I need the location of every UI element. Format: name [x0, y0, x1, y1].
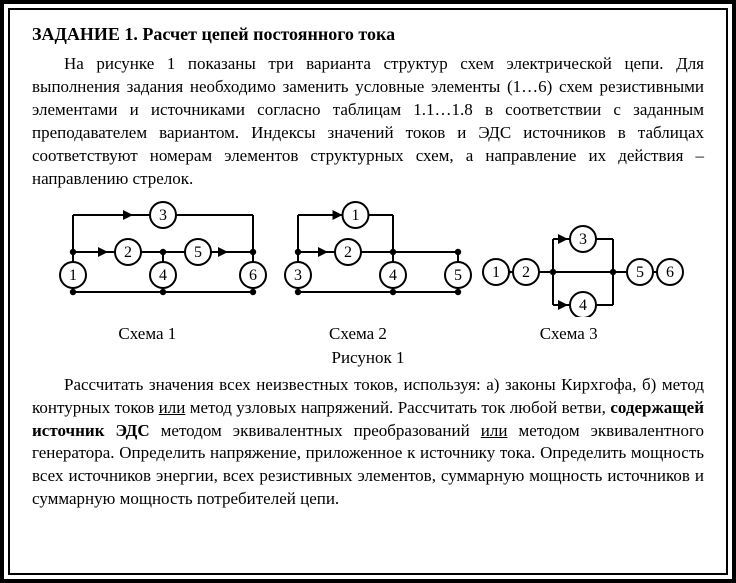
svg-text:1: 1	[492, 264, 500, 281]
svg-text:5: 5	[454, 267, 462, 284]
scheme-labels-row: Схема 1 Схема 2 Схема 3	[32, 324, 704, 344]
scheme-label-1: Схема 1	[118, 324, 176, 344]
underline-or-1: или	[159, 398, 186, 417]
svg-text:4: 4	[579, 297, 587, 314]
svg-text:4: 4	[159, 267, 167, 284]
bold-emf-source: содержащей источник ЭДС	[32, 398, 704, 440]
paragraph-2: Рассчитать значения всех неизвестных ток…	[32, 374, 704, 512]
underline-or-2: или	[481, 421, 508, 440]
circuit-node: 5	[627, 259, 653, 285]
circuit-node: 6	[240, 262, 266, 288]
task-title: ЗАДАНИЕ 1. Расчет цепей постоянного тока	[32, 24, 704, 45]
circuit-node: 1	[343, 202, 369, 228]
circuit-node: 5	[445, 262, 471, 288]
circuit-node: 4	[570, 292, 596, 317]
document-outer-frame: ЗАДАНИЕ 1. Расчет цепей постоянного тока…	[0, 0, 736, 583]
circuit-node: 3	[150, 202, 176, 228]
svg-text:3: 3	[579, 231, 587, 248]
svg-text:3: 3	[294, 267, 302, 284]
circuit-node: 4	[380, 262, 406, 288]
svg-text:4: 4	[389, 267, 397, 284]
svg-text:3: 3	[159, 207, 167, 224]
scheme-2: 1 2 3 4 5	[285, 202, 471, 295]
document-inner-frame: ЗАДАНИЕ 1. Расчет цепей постоянного тока…	[8, 8, 728, 575]
svg-text:5: 5	[194, 244, 202, 261]
circuit-node: 6	[657, 259, 683, 285]
circuit-node: 4	[150, 262, 176, 288]
circuit-node: 1	[483, 259, 509, 285]
circuit-node: 2	[115, 239, 141, 265]
figure-1: 1 2 3 4 5 6 1 2 3 4 5 1 2 3 4 5 6	[32, 197, 704, 322]
circuit-diagram-svg: 1 2 3 4 5 6 1 2 3 4 5 1 2 3 4 5 6	[48, 197, 688, 317]
circuit-node: 2	[513, 259, 539, 285]
circuit-node: 5	[185, 239, 211, 265]
circuit-node: 3	[285, 262, 311, 288]
svg-text:1: 1	[69, 267, 77, 284]
scheme-label-3: Схема 3	[540, 324, 598, 344]
figure-caption: Рисунок 1	[32, 348, 704, 368]
circuit-node: 3	[570, 226, 596, 252]
svg-text:5: 5	[636, 264, 644, 281]
svg-text:6: 6	[249, 267, 257, 284]
svg-text:2: 2	[522, 264, 530, 281]
svg-text:2: 2	[344, 244, 352, 261]
svg-text:6: 6	[666, 264, 674, 281]
scheme-1: 1 2 3 4 5 6	[60, 202, 266, 295]
circuit-node: 2	[335, 239, 361, 265]
paragraph-1: На рисунке 1 показаны три варианта струк…	[32, 53, 704, 191]
svg-text:2: 2	[124, 244, 132, 261]
svg-text:1: 1	[352, 207, 360, 224]
circuit-node: 1	[60, 262, 86, 288]
scheme-3: 1 2 3 4 5 6	[483, 226, 683, 317]
scheme-label-2: Схема 2	[329, 324, 387, 344]
